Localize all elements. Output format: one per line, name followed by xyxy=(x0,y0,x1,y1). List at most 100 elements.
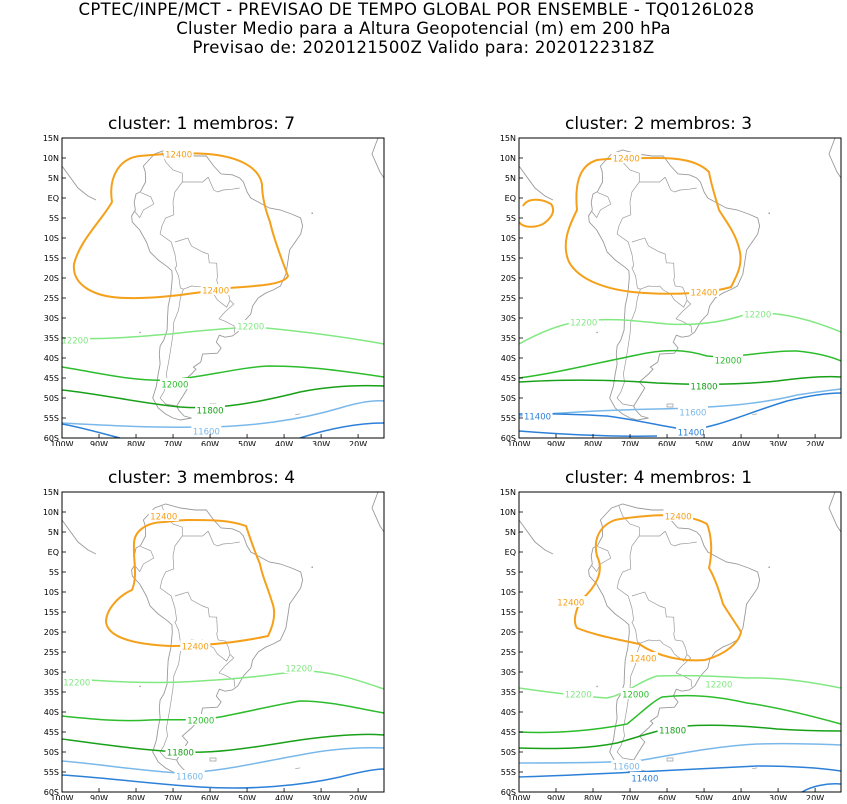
contour-label-bg xyxy=(568,316,599,327)
central-america-coast xyxy=(61,165,97,201)
lon-tick-label: 100W xyxy=(50,794,73,800)
central-america-coast xyxy=(518,165,554,201)
contour-labels: 12400 12400 12200 12200 12000 11800 11600 xyxy=(59,148,266,438)
country-border xyxy=(618,151,640,215)
lat-tick-label: 30S xyxy=(44,668,59,677)
country-border xyxy=(618,505,640,569)
lon-tick-label: 90W xyxy=(547,440,565,446)
contour-label-bg xyxy=(200,284,231,295)
contour-lines xyxy=(519,514,841,792)
contour-label-bg xyxy=(563,688,594,699)
country-border xyxy=(640,639,660,644)
contour-labels: 12400 12400 12200 12200 12000 11800 11600 xyxy=(61,510,314,783)
axes-group: 15N 10N 5N EQ 5S 10S 15S 20S 25S 30S 35S 40S 45S 50S 5… xyxy=(43,134,367,449)
contour-label: 12400 xyxy=(182,643,209,653)
contour-label: 12400 xyxy=(150,513,177,523)
country-border xyxy=(159,643,184,761)
country-border xyxy=(616,289,641,407)
contour-label: 11800 xyxy=(197,407,224,417)
contour-label-bg xyxy=(195,404,226,415)
contour-label: 11600 xyxy=(613,763,640,773)
lat-tick-label: 5N xyxy=(48,174,59,183)
panel-title: cluster: 4 membros: 1 xyxy=(565,468,753,488)
contour-labels: 12400 12400 12400 12200 12200 12000 11800 11600… xyxy=(555,510,734,785)
africa-coast xyxy=(371,137,385,179)
lon-tick-label: 20W xyxy=(806,794,824,800)
lat-tick-label: 25S xyxy=(44,294,59,303)
contour-label: 12400 xyxy=(629,655,656,665)
map-cluster-4: 12400 12400 12400 12200 12200 12000 11800 11600… xyxy=(500,488,842,803)
lon-tick-label: 100W xyxy=(507,440,530,446)
lat-tick-label: 15N xyxy=(500,488,516,497)
coastline-group xyxy=(61,137,385,421)
lat-tick-label: EQ xyxy=(48,194,59,203)
lat-tick-label: EQ xyxy=(505,548,516,557)
country-border xyxy=(591,546,612,573)
contour-lines xyxy=(62,518,384,789)
contour-label-bg xyxy=(191,425,222,437)
lat-tick-label: 35S xyxy=(501,334,516,343)
contour-label: 12200 xyxy=(61,337,88,347)
contour-label: 12200 xyxy=(570,319,597,329)
country-border xyxy=(134,192,155,219)
country-border xyxy=(673,277,688,301)
lat-tick-label: 5N xyxy=(505,174,516,183)
country-border xyxy=(207,531,218,547)
contour-label: 11400 xyxy=(678,429,705,439)
contour-label-bg xyxy=(522,410,553,421)
lon-tick-label: 70W xyxy=(621,794,639,800)
country-border xyxy=(664,531,675,547)
country-border xyxy=(218,654,235,674)
lat-tick-label: 10S xyxy=(44,588,59,597)
contour-label-bg xyxy=(689,380,720,391)
lat-tick-label: 15N xyxy=(43,488,59,497)
lat-tick-label: 10S xyxy=(501,588,516,597)
figure-header: CPTEC/INPE/MCT - PREVISAO DE TEMPO GLOBA… xyxy=(0,0,847,57)
lon-tick-label: 80W xyxy=(127,440,145,446)
contour-label-bg xyxy=(235,320,266,331)
lon-tick-label: 70W xyxy=(164,440,182,446)
lon-tick-label: 60W xyxy=(201,794,219,800)
contour-label-bg xyxy=(555,596,586,607)
contour-label: 12000 xyxy=(622,691,649,701)
fernando-de-noronha-island xyxy=(311,212,314,214)
header-line-2: Cluster Medio para a Altura Geopotencial… xyxy=(176,19,671,38)
panel-cluster-2: cluster: 2 membros: 3 12400 12400 12200 122… xyxy=(457,110,847,449)
map-frame xyxy=(518,137,842,439)
africa-coast xyxy=(828,491,842,533)
south-georgia-island xyxy=(752,413,758,416)
map-cluster-3: 12400 12400 12200 12200 12000 11800 11600 15N 10… xyxy=(43,488,385,803)
lon-tick-label: 50W xyxy=(238,794,256,800)
country-border xyxy=(134,546,155,573)
lat-tick-label: 30S xyxy=(44,314,59,323)
country-border xyxy=(631,237,675,278)
country-border xyxy=(217,541,240,547)
lon-tick-label: 60W xyxy=(658,440,676,446)
south-america-coastline xyxy=(131,503,304,775)
lat-tick-label: 40S xyxy=(44,354,59,363)
lat-tick-label: 5N xyxy=(48,528,59,537)
lat-tick-label: 5S xyxy=(506,568,516,577)
country-border xyxy=(174,237,218,278)
lat-tick-label: 20S xyxy=(44,274,59,283)
country-border xyxy=(616,643,641,761)
lat-tick-label: 45S xyxy=(501,728,516,737)
central-america-coast xyxy=(518,519,554,555)
contour-label-bg xyxy=(163,148,194,159)
country-border xyxy=(159,568,178,623)
country-border xyxy=(675,318,693,333)
contour-label: 11800 xyxy=(167,749,194,759)
panel-cluster-1: cluster: 1 membros: 7 12400 12400 12200 122… xyxy=(0,110,420,449)
coastline-group xyxy=(518,137,842,421)
contour-label: 12400 xyxy=(665,513,692,523)
lon-tick-label: 80W xyxy=(127,794,145,800)
lat-tick-label: 20S xyxy=(501,274,516,283)
lon-tick-label: 50W xyxy=(695,794,713,800)
lon-tick-label: 70W xyxy=(164,794,182,800)
contour-label: 12200 xyxy=(285,665,312,675)
country-border xyxy=(182,530,209,537)
lon-tick-label: 30W xyxy=(769,440,787,446)
lon-tick-label: 100W xyxy=(507,794,530,800)
contour-label-bg xyxy=(148,510,179,521)
contour-label: 12200 xyxy=(565,691,592,701)
